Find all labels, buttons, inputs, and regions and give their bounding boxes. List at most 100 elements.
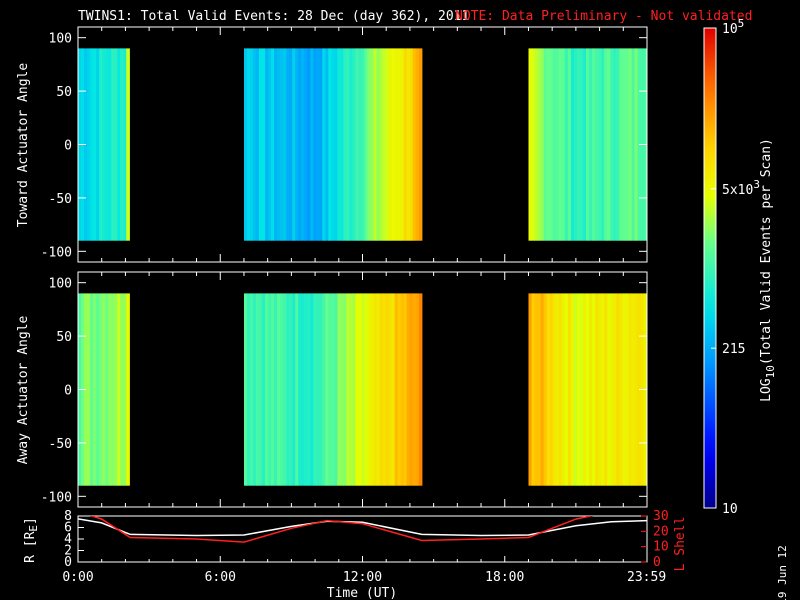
heatmap-cell [102, 293, 106, 486]
heatmap-cell [283, 48, 287, 241]
heatmap-cell [388, 48, 393, 241]
y-tick-label: -50 [49, 192, 72, 207]
heatmap-cell [415, 48, 420, 241]
heatmap-cell [613, 48, 617, 241]
heatmap-cell [576, 48, 581, 241]
heatmap-cell [310, 293, 314, 486]
heatmap-cell [367, 48, 372, 241]
heatmap-cell [634, 48, 639, 241]
heatmap-cell [622, 48, 626, 241]
heatmap-cell [123, 293, 127, 486]
heatmap-cell [295, 48, 299, 241]
heatmap-cell [583, 293, 587, 486]
heatmap-cell [93, 48, 97, 241]
radius-tick-label: 2 [64, 544, 72, 559]
heatmap-cell [271, 48, 275, 241]
heatmap-cell [301, 293, 305, 486]
heatmap-cell [616, 48, 620, 241]
away-ylabel: Away Actuator Angle [16, 315, 31, 464]
heatmap-cell [546, 48, 551, 241]
heatmap-cell [397, 48, 402, 241]
y-tick-label: -50 [49, 437, 72, 452]
heatmap-cell [564, 48, 569, 241]
heatmap-cell [295, 293, 299, 486]
heatmap-cell [280, 293, 284, 486]
heatmap-cell [403, 293, 408, 486]
heatmap-cell [87, 48, 91, 241]
heatmap-cell [87, 293, 91, 486]
heatmap-cell [379, 293, 384, 486]
heatmap-cell [259, 48, 263, 241]
date-stamp: 19 Jun 12 [776, 545, 789, 600]
heatmap-cell [352, 293, 357, 486]
heatmap-cell [418, 293, 423, 486]
heatmap-cell [561, 293, 566, 486]
heatmap-cell [567, 48, 572, 241]
heatmap-cell [634, 293, 639, 486]
heatmap-cell [304, 48, 308, 241]
heatmap-cell [105, 48, 109, 241]
colorbar-gradient [703, 27, 717, 509]
heatmap-cell [576, 293, 581, 486]
heatmap-cell [337, 48, 341, 241]
heatmap-cell [382, 293, 387, 486]
heatmap-cell [102, 48, 106, 241]
heatmap-cell [271, 293, 275, 486]
heatmap-cell [385, 293, 390, 486]
heatmap-cell [567, 293, 572, 486]
heatmap-cell [376, 48, 381, 241]
heatmap-cell [292, 293, 296, 486]
heatmap-cell [540, 293, 545, 486]
heatmap-cell [250, 293, 254, 486]
heatmap-cell [364, 48, 369, 241]
heatmap-cell [415, 293, 420, 486]
heatmap-cell [583, 48, 587, 241]
heatmap-cell [367, 293, 372, 486]
heatmap-cell [117, 48, 121, 241]
heatmap-cell [277, 48, 281, 241]
heatmap-cell [319, 48, 323, 241]
heatmap-cell [412, 293, 417, 486]
heatmap-cell [364, 293, 369, 486]
time-tick-label: 12:00 [343, 570, 382, 585]
heatmap-cell [589, 293, 593, 486]
heatmap-cell [549, 48, 554, 241]
heatmap-cell [604, 48, 608, 241]
heatmap-cell [256, 293, 260, 486]
heatmap-cell [96, 48, 100, 241]
heatmap-cell [388, 293, 393, 486]
heatmap-cell [331, 48, 335, 241]
y-tick-label: 0 [64, 139, 72, 154]
heatmap-cell [528, 48, 533, 241]
heatmap-cell [250, 48, 254, 241]
heatmap-cell [298, 48, 302, 241]
colorbar-tick-label: 10 [722, 502, 738, 517]
heatmap-cell [537, 293, 542, 486]
heatmap-cell [316, 48, 320, 241]
heatmap-cell [406, 293, 411, 486]
heatmap-cell [631, 293, 636, 486]
heatmap-cell [307, 48, 311, 241]
heatmap-cell [549, 293, 554, 486]
heatmap-cell [552, 293, 557, 486]
heatmap-cell [546, 293, 551, 486]
lshell-tick-label: 10 [653, 540, 669, 555]
heatmap-cell [340, 293, 344, 486]
heatmap-cell [349, 48, 353, 241]
heatmap-cell [373, 48, 378, 241]
heatmap-cell [280, 48, 284, 241]
heatmap-cell [334, 48, 338, 241]
heatmap-cell [331, 293, 335, 486]
heatmap-cell [301, 48, 305, 241]
heatmap-cell [343, 48, 347, 241]
heatmap-cell [319, 293, 323, 486]
heatmap-cell [96, 293, 100, 486]
heatmap-cell [346, 48, 350, 241]
heatmap-cell [628, 293, 632, 486]
heatmap-cell [93, 293, 97, 486]
heatmap-cell [622, 293, 626, 486]
heatmap-cell [259, 293, 263, 486]
heatmap-cell [619, 293, 623, 486]
heatmap-cell [289, 293, 293, 486]
